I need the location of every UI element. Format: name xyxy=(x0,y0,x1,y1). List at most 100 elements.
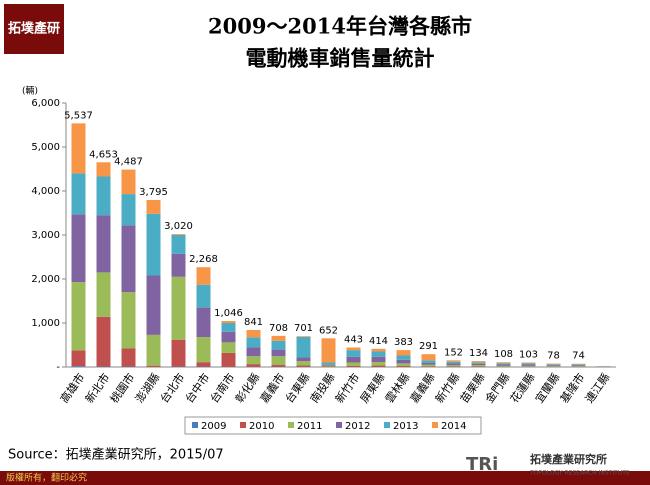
logo-badge: 拓墣產研 xyxy=(8,21,60,37)
bar-segment xyxy=(71,214,86,283)
bar-segment xyxy=(346,365,361,367)
bar-segment xyxy=(296,336,311,358)
bar-segment xyxy=(121,348,136,367)
total-label: 3,795 xyxy=(139,187,168,198)
bar-segment xyxy=(171,235,186,254)
bar-segment xyxy=(121,194,136,226)
legend-label: 2009 xyxy=(201,421,226,432)
bar-segment xyxy=(71,282,86,351)
bar-segment xyxy=(446,360,461,362)
bar-segment xyxy=(546,366,561,367)
bar-segment xyxy=(446,363,461,366)
logo-mark: TRi xyxy=(466,454,498,475)
bar-segment xyxy=(471,363,486,366)
source: Source：拓墣產業研究所，2015/07 xyxy=(8,447,224,463)
bar-segment xyxy=(121,169,136,195)
total-label: 383 xyxy=(394,337,413,348)
footer-bar xyxy=(0,471,650,485)
bar-segment xyxy=(346,356,361,363)
bar-segment xyxy=(321,362,336,365)
legend-label: 2010 xyxy=(249,421,274,432)
legend-swatch xyxy=(384,422,390,428)
bar-segment xyxy=(421,364,436,367)
bar-segment xyxy=(396,355,411,360)
bar-segment xyxy=(521,362,536,364)
bar-segment xyxy=(496,364,511,366)
bar-segment xyxy=(271,349,286,357)
bar-segment xyxy=(71,366,86,367)
bar-segment xyxy=(421,362,436,365)
total-label: 701 xyxy=(294,323,313,334)
bar-segment xyxy=(396,366,411,367)
bar-segment xyxy=(296,357,311,362)
bar-segment xyxy=(71,350,86,367)
bar-segment xyxy=(196,362,211,367)
bar-segment xyxy=(246,347,261,357)
bar-segment xyxy=(371,365,386,367)
y-tick-label: 5,000 xyxy=(31,142,60,153)
y-tick-label: 2,000 xyxy=(31,274,60,285)
bar-segment xyxy=(421,354,436,361)
legend-label: 2011 xyxy=(297,421,322,432)
total-label: 1,046 xyxy=(214,308,243,319)
bar-segment xyxy=(196,267,211,285)
y-tick-label: - xyxy=(56,362,60,373)
bar-segment xyxy=(346,362,361,366)
y-axis-label: (輛) xyxy=(22,85,38,97)
bar-segment xyxy=(546,364,561,366)
legend-box xyxy=(184,416,482,435)
bar-segment xyxy=(571,363,586,365)
bar-segment xyxy=(171,253,186,277)
legend-swatch xyxy=(336,422,342,428)
bar-segment xyxy=(496,363,511,365)
bar-segment xyxy=(96,176,111,216)
total-label: 103 xyxy=(519,349,538,360)
bar-segment xyxy=(371,351,386,357)
bar-segment xyxy=(521,365,536,367)
bar-segment xyxy=(396,350,411,356)
legend-swatch xyxy=(432,422,438,428)
bar-segment xyxy=(121,225,136,293)
bar-segment xyxy=(246,364,261,367)
total-label: 443 xyxy=(344,335,363,346)
bar-segment xyxy=(71,123,86,174)
bar-segment xyxy=(146,365,161,367)
legend-label: 2012 xyxy=(345,421,370,432)
bar-segment xyxy=(196,337,211,363)
chart-title: 2009～2014年台灣各縣市 xyxy=(208,14,472,39)
bar-segment xyxy=(546,365,561,367)
total-label: 414 xyxy=(369,336,388,347)
bar-segment xyxy=(96,316,111,367)
chart-title: 電動機車銷售量統計 xyxy=(246,46,435,71)
bar-segment xyxy=(146,334,161,366)
bar-segment xyxy=(496,365,511,367)
total-label: 3,020 xyxy=(164,221,193,232)
bar-segment xyxy=(571,366,586,367)
bar-segment xyxy=(246,356,261,365)
logo-name: 拓墣產業研究所 xyxy=(530,452,607,466)
total-label: 74 xyxy=(572,351,585,362)
bar-segment xyxy=(71,173,86,215)
footer: 版權所有，翻印必究 xyxy=(6,472,87,484)
legend-swatch xyxy=(288,422,294,428)
total-label: 152 xyxy=(444,347,463,358)
bar-segment xyxy=(396,363,411,367)
total-label: 108 xyxy=(494,349,513,360)
bar-segment xyxy=(196,284,211,308)
legend-swatch xyxy=(240,422,246,428)
bar-segment xyxy=(121,292,136,349)
bar-segment xyxy=(271,335,286,341)
y-tick-label: 1,000 xyxy=(31,318,60,329)
bar-segment xyxy=(471,362,486,364)
total-label: 4,653 xyxy=(89,149,118,160)
logo-badge-box xyxy=(4,4,64,54)
total-label: 2,268 xyxy=(189,254,218,265)
bar-segment xyxy=(146,200,161,214)
legend-swatch xyxy=(192,422,198,428)
total-label: 78 xyxy=(547,351,560,362)
total-label: 5,537 xyxy=(64,110,93,121)
bar-segment xyxy=(96,162,111,177)
total-label: 4,487 xyxy=(114,157,143,168)
bar-segment xyxy=(571,364,586,366)
